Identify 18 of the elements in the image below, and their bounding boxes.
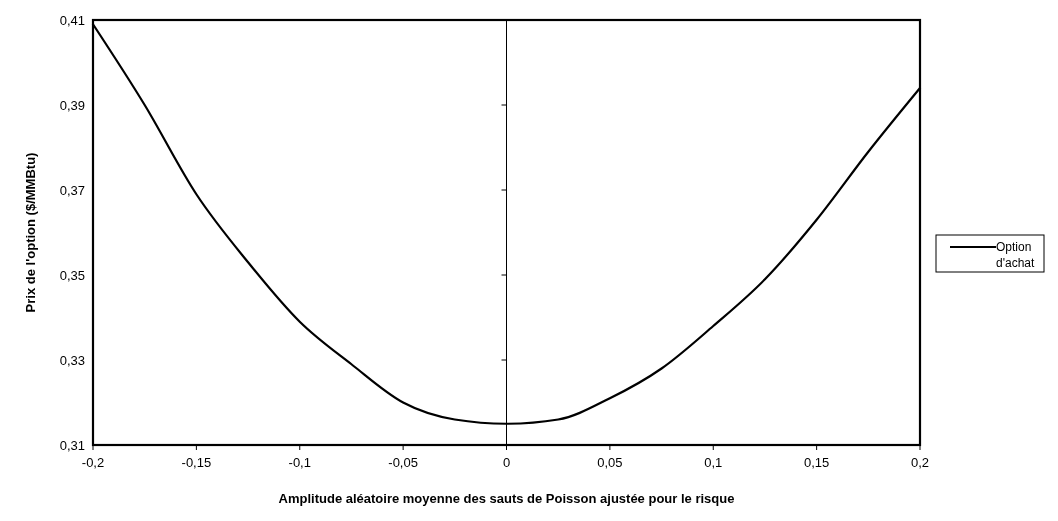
x-tick-label: 0 xyxy=(502,455,511,470)
x-tick-label: -0,05 xyxy=(388,455,418,470)
y-axis-title: Prix de l'option ($/MMBtu) xyxy=(23,152,38,313)
x-tick-label: -0,15 xyxy=(181,455,212,470)
y-tick-label: 0,33 xyxy=(59,352,85,368)
y-tick-label: 0,35 xyxy=(59,267,85,283)
y-tick-label: 0,31 xyxy=(59,437,85,453)
y-tick-label: 0,39 xyxy=(59,97,85,113)
legend-label: Option d'achat xyxy=(996,240,1035,270)
x-tick-label: -0,2 xyxy=(81,455,105,470)
x-tick-label: 0,05 xyxy=(597,455,623,470)
y-tick-label: 0,37 xyxy=(59,182,85,198)
x-axis-title: Amplitude aléatoire moyenne des sauts de Poisson ajustée pour le risque xyxy=(278,491,735,506)
x-tick-label: 0,2 xyxy=(910,455,930,470)
x-tick-label: 0,1 xyxy=(704,455,723,470)
x-tick-label: -0,1 xyxy=(288,455,311,470)
x-tick-label: 0,15 xyxy=(803,455,830,470)
y-tick-label: 0,41 xyxy=(59,12,85,28)
